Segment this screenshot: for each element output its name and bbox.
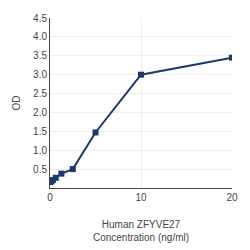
svg-text:2.0: 2.0	[33, 107, 47, 118]
svg-text:0.5: 0.5	[33, 164, 47, 175]
svg-text:2.5: 2.5	[33, 88, 47, 99]
svg-text:4.0: 4.0	[33, 31, 47, 42]
svg-text:1.0: 1.0	[33, 145, 47, 156]
svg-text:10: 10	[135, 192, 147, 203]
svg-text:0: 0	[47, 192, 53, 203]
svg-text:OD: OD	[11, 96, 22, 111]
svg-text:3.0: 3.0	[33, 69, 47, 80]
svg-text:4.5: 4.5	[33, 13, 47, 24]
svg-text:20: 20	[226, 192, 238, 203]
svg-text:Human ZFYVE27Concentration (ng: Human ZFYVE27Concentration (ng/ml)	[93, 219, 189, 243]
svg-text:1.5: 1.5	[33, 126, 47, 137]
svg-text:3.5: 3.5	[33, 50, 47, 61]
